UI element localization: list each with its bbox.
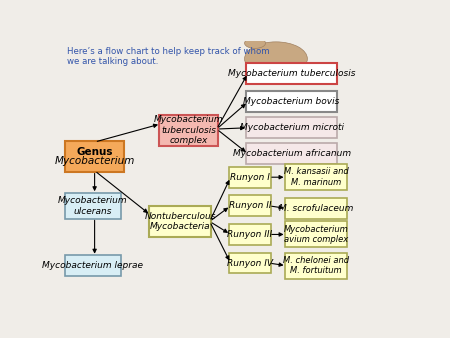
FancyBboxPatch shape bbox=[148, 206, 211, 237]
Text: M. kansasii and
M. marinum: M. kansasii and M. marinum bbox=[284, 168, 348, 187]
FancyBboxPatch shape bbox=[159, 115, 218, 146]
FancyBboxPatch shape bbox=[229, 224, 271, 245]
Text: M. scrofulaceum: M. scrofulaceum bbox=[279, 204, 353, 213]
Text: Mycobacterium bovis: Mycobacterium bovis bbox=[243, 97, 340, 106]
Text: Runyon III: Runyon III bbox=[227, 230, 272, 239]
Text: Mycobacterium leprae: Mycobacterium leprae bbox=[42, 261, 144, 270]
FancyBboxPatch shape bbox=[229, 167, 271, 188]
FancyBboxPatch shape bbox=[246, 117, 337, 138]
Ellipse shape bbox=[245, 42, 307, 76]
FancyBboxPatch shape bbox=[65, 193, 121, 219]
Ellipse shape bbox=[245, 38, 266, 48]
Text: Mycobacterium: Mycobacterium bbox=[54, 156, 135, 166]
FancyBboxPatch shape bbox=[285, 221, 347, 247]
FancyBboxPatch shape bbox=[246, 91, 337, 112]
FancyBboxPatch shape bbox=[285, 198, 347, 219]
FancyBboxPatch shape bbox=[65, 141, 124, 172]
Text: Genus: Genus bbox=[76, 147, 113, 157]
FancyBboxPatch shape bbox=[65, 255, 121, 276]
Text: Mycobacterium tuberculosis: Mycobacterium tuberculosis bbox=[228, 69, 356, 78]
Text: Runyon I: Runyon I bbox=[230, 173, 270, 182]
Text: Runyon IV: Runyon IV bbox=[227, 259, 273, 268]
Text: Mycobacterium
ulcerans: Mycobacterium ulcerans bbox=[58, 196, 128, 216]
Text: Mycobacterium africanum: Mycobacterium africanum bbox=[233, 149, 351, 158]
FancyBboxPatch shape bbox=[246, 63, 337, 83]
Text: Mycobacterium
avium complex: Mycobacterium avium complex bbox=[284, 225, 348, 244]
FancyBboxPatch shape bbox=[285, 253, 347, 279]
Text: M. chelonei and
M. fortuitum: M. chelonei and M. fortuitum bbox=[283, 256, 349, 275]
FancyBboxPatch shape bbox=[229, 253, 271, 273]
FancyBboxPatch shape bbox=[229, 195, 271, 216]
Text: Mycobacterium
tuberculosis
complex: Mycobacterium tuberculosis complex bbox=[154, 116, 224, 145]
Text: Nontuberculous
Mycobacteria: Nontuberculous Mycobacteria bbox=[144, 212, 216, 231]
Text: Here’s a flow chart to help keep track of whom
we are talking about.: Here’s a flow chart to help keep track o… bbox=[67, 47, 270, 67]
Text: Runyon II: Runyon II bbox=[229, 201, 271, 210]
FancyBboxPatch shape bbox=[285, 164, 347, 190]
Text: Mycobacterium microti: Mycobacterium microti bbox=[240, 123, 344, 132]
FancyBboxPatch shape bbox=[246, 143, 337, 164]
